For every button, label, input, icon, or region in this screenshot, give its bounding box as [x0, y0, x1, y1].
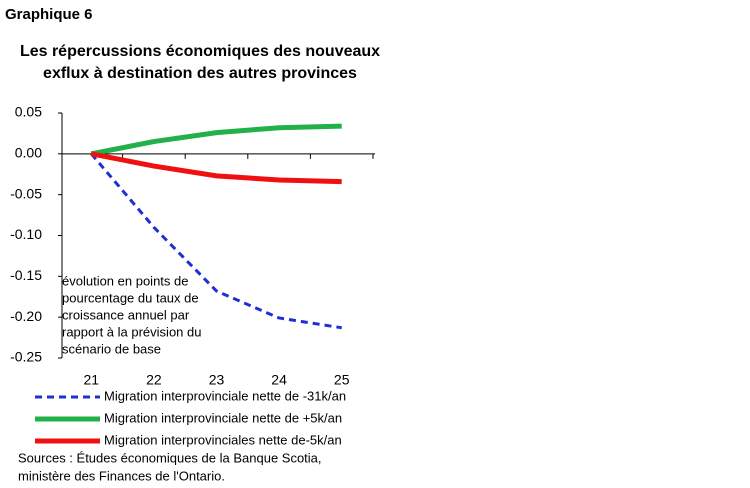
x-tick-label: 24 — [271, 372, 287, 388]
series-line — [90, 152, 342, 330]
x-tick-label: 25 — [334, 372, 350, 388]
annotation: scénario de base — [62, 341, 161, 356]
x-tick-label: 22 — [146, 372, 162, 388]
legend-label: Migration interprovinciales nette de-5k/… — [104, 432, 342, 447]
legend-label: Migration interprovinciale nette de +5k/… — [104, 410, 342, 425]
series-line — [90, 151, 342, 185]
source: ministère des Finances de l'Ontario. — [18, 468, 225, 483]
annotation: rapport à la prévision du — [62, 324, 201, 339]
y-tick-label: -0.20 — [10, 308, 42, 324]
chart-title: exflux à destination des autres province… — [43, 65, 357, 82]
chart-label: Graphique 6 — [5, 6, 93, 23]
y-tick-label: -0.15 — [10, 267, 42, 283]
annotation: croissance annuel par — [62, 307, 190, 322]
x-tick-label: 23 — [209, 372, 225, 388]
y-tick-label: 0.05 — [15, 104, 42, 120]
y-tick-label: -0.05 — [10, 185, 42, 201]
annotation: évolution en points de — [62, 273, 188, 288]
y-tick-label: -0.10 — [10, 226, 42, 242]
chart-title: Les répercussions économiques des nouvea… — [20, 43, 380, 60]
legend-label: Migration interprovinciale nette de -31k… — [104, 388, 346, 403]
x-tick-label: 21 — [84, 372, 100, 388]
y-tick-label: -0.25 — [10, 349, 42, 365]
annotation: pourcentage du taux de — [62, 290, 199, 305]
series-line — [90, 123, 342, 157]
y-tick-label: 0.00 — [15, 145, 42, 161]
source: Sources : Études économiques de la Banqu… — [18, 450, 322, 465]
